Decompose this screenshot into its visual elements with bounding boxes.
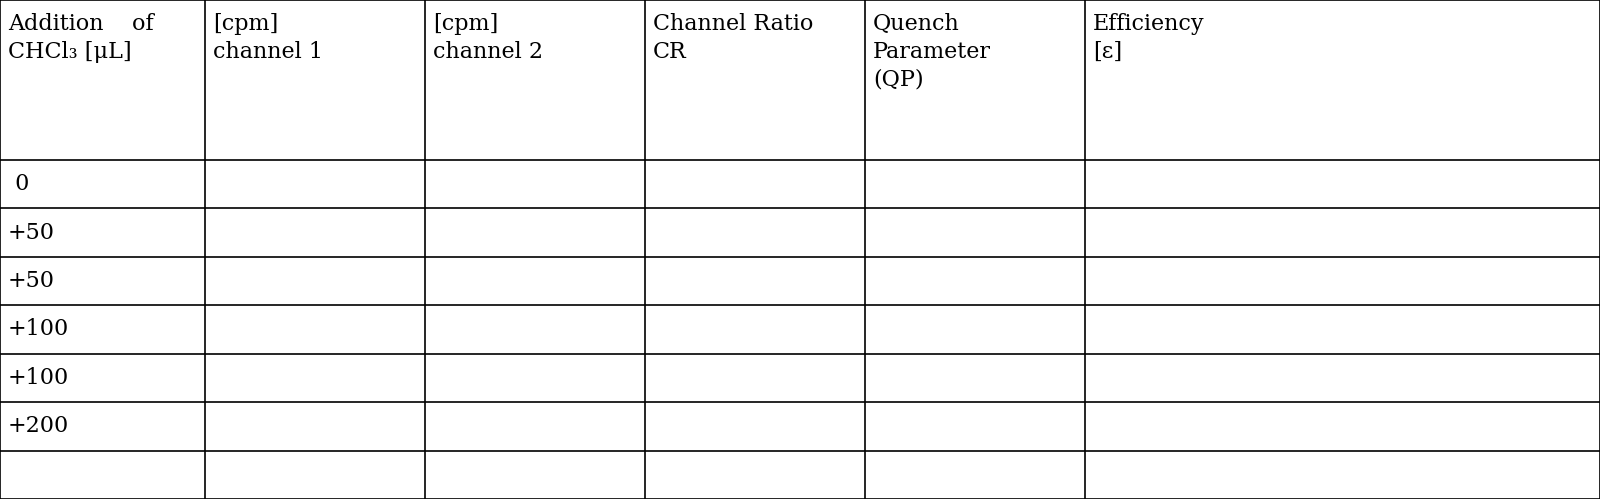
Text: Channel Ratio
CR: Channel Ratio CR [653, 13, 813, 63]
Text: Efficiency
[ε]: Efficiency [ε] [1093, 13, 1205, 63]
Text: +50: +50 [8, 270, 54, 292]
Text: 0: 0 [8, 173, 29, 195]
Text: [cpm]
channel 2: [cpm] channel 2 [434, 13, 542, 63]
Text: +200: +200 [8, 415, 69, 437]
Text: +50: +50 [8, 222, 54, 244]
Text: +100: +100 [8, 318, 69, 340]
Text: Quench
Parameter
(QP): Quench Parameter (QP) [874, 13, 990, 91]
Text: [cpm]
channel 1: [cpm] channel 1 [213, 13, 323, 63]
Text: Addition    of
CHCl₃ [μL]: Addition of CHCl₃ [μL] [8, 13, 154, 63]
Text: +100: +100 [8, 367, 69, 389]
